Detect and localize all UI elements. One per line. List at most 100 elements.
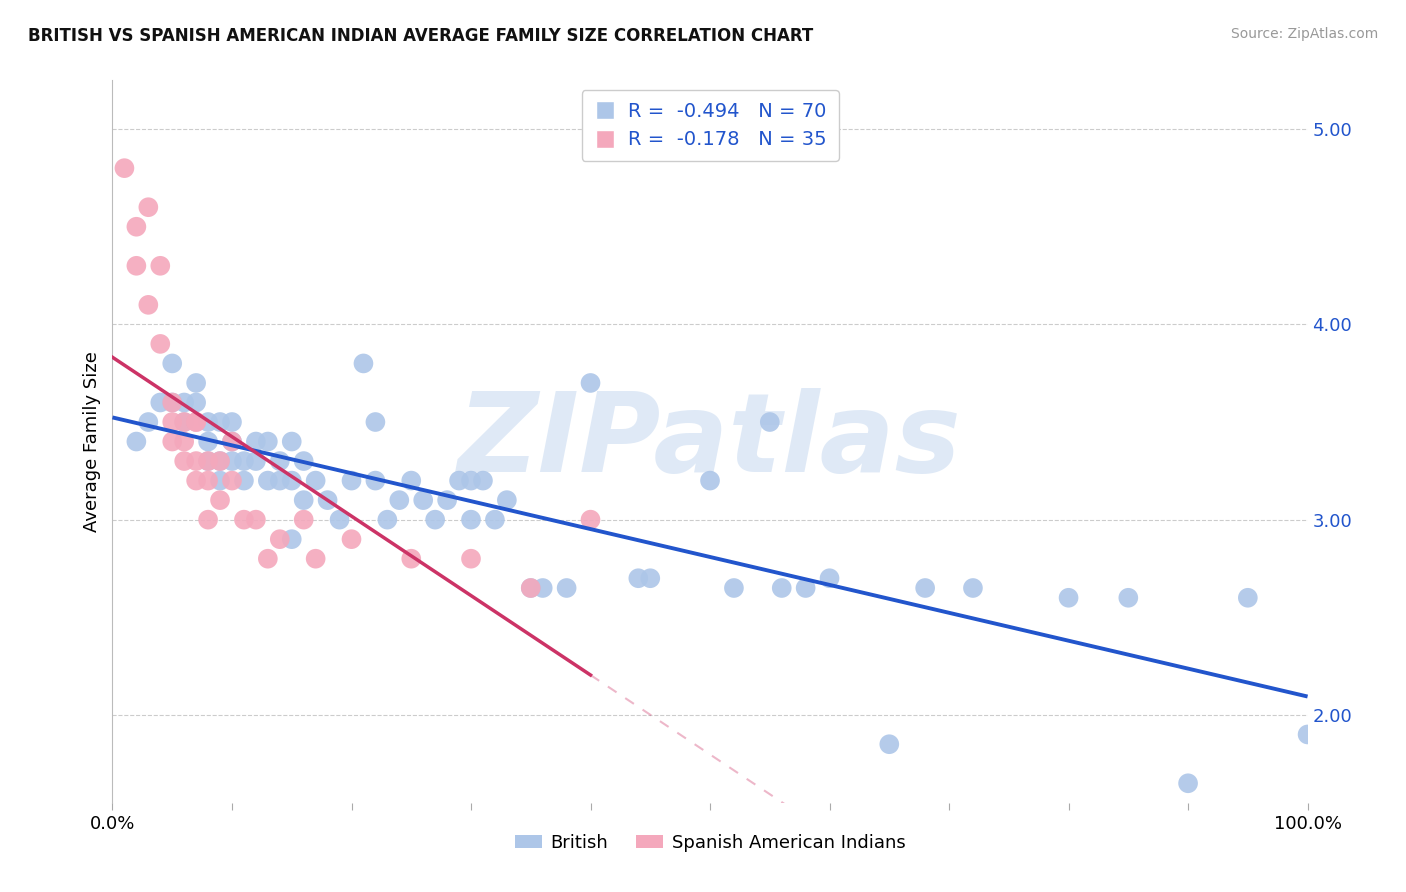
Point: [138, 298, 160, 312]
Point: [186, 454, 208, 468]
Point: [520, 581, 543, 595]
Point: [759, 415, 782, 429]
Point: [401, 474, 423, 488]
Point: [162, 395, 183, 409]
Point: [162, 415, 183, 429]
Point: [221, 434, 243, 449]
Point: [401, 551, 423, 566]
Point: [114, 161, 135, 176]
Point: [197, 454, 219, 468]
Point: [149, 259, 172, 273]
Legend: British, Spanish American Indians: British, Spanish American Indians: [508, 826, 912, 859]
Point: [125, 259, 148, 273]
Point: [245, 513, 267, 527]
Point: [436, 493, 458, 508]
Point: [472, 474, 495, 488]
Point: [209, 474, 232, 488]
Point: [425, 513, 447, 527]
Point: [364, 415, 387, 429]
Point: [496, 493, 519, 508]
Point: [447, 474, 470, 488]
Point: [221, 415, 243, 429]
Point: [627, 571, 650, 585]
Point: [640, 571, 662, 585]
Text: Source: ZipAtlas.com: Source: ZipAtlas.com: [1230, 27, 1378, 41]
Point: [186, 415, 208, 429]
Point: [173, 415, 195, 429]
Point: [186, 395, 208, 409]
Point: [292, 493, 315, 508]
Point: [162, 434, 183, 449]
Point: [186, 415, 208, 429]
Point: [125, 434, 148, 449]
Point: [1057, 591, 1080, 605]
Point: [364, 474, 387, 488]
Point: [305, 474, 328, 488]
Point: [209, 454, 232, 468]
Point: [209, 415, 232, 429]
Text: ZIPatlas: ZIPatlas: [458, 388, 962, 495]
Point: [555, 581, 578, 595]
Point: [197, 415, 219, 429]
Point: [340, 474, 363, 488]
Point: [197, 454, 219, 468]
Point: [818, 571, 841, 585]
Point: [316, 493, 339, 508]
Point: [699, 474, 721, 488]
Point: [292, 513, 315, 527]
Point: [269, 454, 291, 468]
Point: [460, 513, 482, 527]
Point: [269, 532, 291, 546]
Point: [197, 434, 219, 449]
Y-axis label: Average Family Size: Average Family Size: [83, 351, 101, 532]
Point: [281, 474, 304, 488]
Point: [1118, 591, 1140, 605]
Point: [388, 493, 411, 508]
Point: [531, 581, 554, 595]
Point: [233, 454, 256, 468]
Point: [125, 219, 148, 234]
Point: [352, 356, 374, 370]
Point: [257, 434, 280, 449]
Point: [197, 474, 219, 488]
Point: [1237, 591, 1260, 605]
Point: [377, 513, 399, 527]
Point: [233, 474, 256, 488]
Point: [281, 434, 304, 449]
Point: [138, 200, 160, 214]
Text: BRITISH VS SPANISH AMERICAN INDIAN AVERAGE FAMILY SIZE CORRELATION CHART: BRITISH VS SPANISH AMERICAN INDIAN AVERA…: [28, 27, 813, 45]
Point: [173, 415, 195, 429]
Point: [340, 532, 363, 546]
Point: [579, 376, 602, 390]
Point: [1296, 727, 1319, 741]
Point: [770, 581, 793, 595]
Point: [412, 493, 434, 508]
Point: [257, 551, 280, 566]
Point: [484, 513, 506, 527]
Point: [257, 474, 280, 488]
Point: [460, 551, 482, 566]
Point: [209, 454, 232, 468]
Point: [138, 415, 160, 429]
Point: [221, 474, 243, 488]
Point: [209, 493, 232, 508]
Point: [245, 434, 267, 449]
Point: [269, 474, 291, 488]
Point: [173, 454, 195, 468]
Point: [794, 581, 817, 595]
Point: [186, 474, 208, 488]
Point: [221, 454, 243, 468]
Point: [879, 737, 901, 751]
Point: [962, 581, 984, 595]
Point: [186, 376, 208, 390]
Point: [460, 474, 482, 488]
Point: [305, 551, 328, 566]
Point: [149, 395, 172, 409]
Point: [149, 337, 172, 351]
Point: [723, 581, 745, 595]
Point: [245, 454, 267, 468]
Point: [914, 581, 936, 595]
Point: [579, 513, 602, 527]
Point: [162, 395, 183, 409]
Point: [233, 513, 256, 527]
